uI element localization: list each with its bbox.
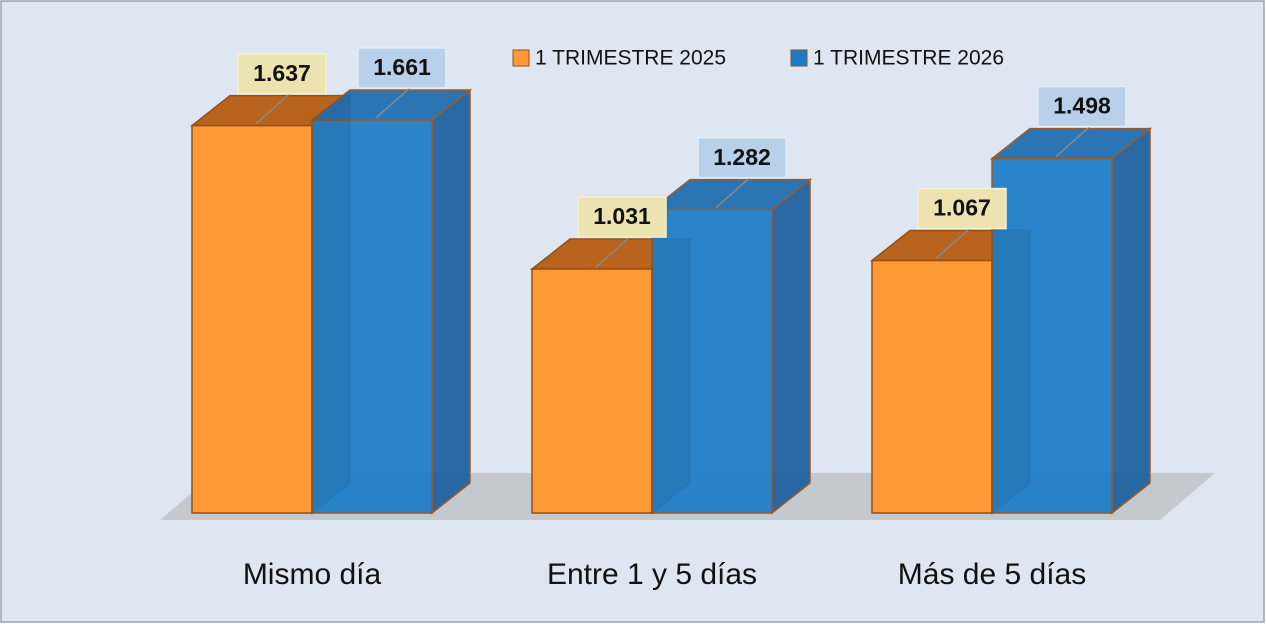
value-label-box — [697, 136, 787, 179]
bar-front — [651, 208, 773, 514]
value-label: 1.031 — [593, 203, 651, 229]
bar-front — [311, 119, 433, 514]
leader-line — [715, 175, 753, 209]
value-label-box — [917, 187, 1007, 230]
value-label: 1.661 — [373, 54, 431, 80]
leader-line — [255, 91, 293, 125]
value-label-box — [357, 47, 447, 89]
x-tick-label: Mismo día — [243, 558, 382, 591]
bar-side — [771, 178, 811, 515]
bar-front — [531, 268, 653, 514]
legend-label: 1 TRIMESTRE 2025 — [535, 47, 726, 70]
bar-front — [991, 157, 1113, 514]
x-tick-label: Entre 1 y 5 días — [547, 558, 757, 591]
legend-label: 1 TRIMESTRE 2026 — [813, 47, 1004, 70]
legend-swatch — [512, 49, 530, 67]
x-tick-label: Más de 5 días — [898, 558, 1086, 591]
leader-line — [935, 225, 973, 260]
value-label: 1.498 — [1053, 93, 1111, 119]
value-label: 1.067 — [933, 195, 991, 221]
bar — [649, 178, 813, 515]
bar — [989, 127, 1153, 515]
bar-front — [191, 124, 313, 514]
leader-line — [595, 234, 633, 268]
leader-line — [375, 85, 413, 119]
value-label: 1.282 — [713, 144, 771, 170]
bar-side — [1111, 127, 1151, 515]
value-label: 1.637 — [253, 60, 311, 86]
value-label-box — [1037, 85, 1127, 128]
value-label-box — [577, 196, 667, 238]
leader-line — [1055, 124, 1093, 158]
legend-swatch — [790, 49, 808, 67]
value-label-box — [237, 52, 327, 95]
bar-front — [871, 259, 993, 514]
bar-side — [431, 88, 471, 515]
bar — [309, 88, 473, 515]
